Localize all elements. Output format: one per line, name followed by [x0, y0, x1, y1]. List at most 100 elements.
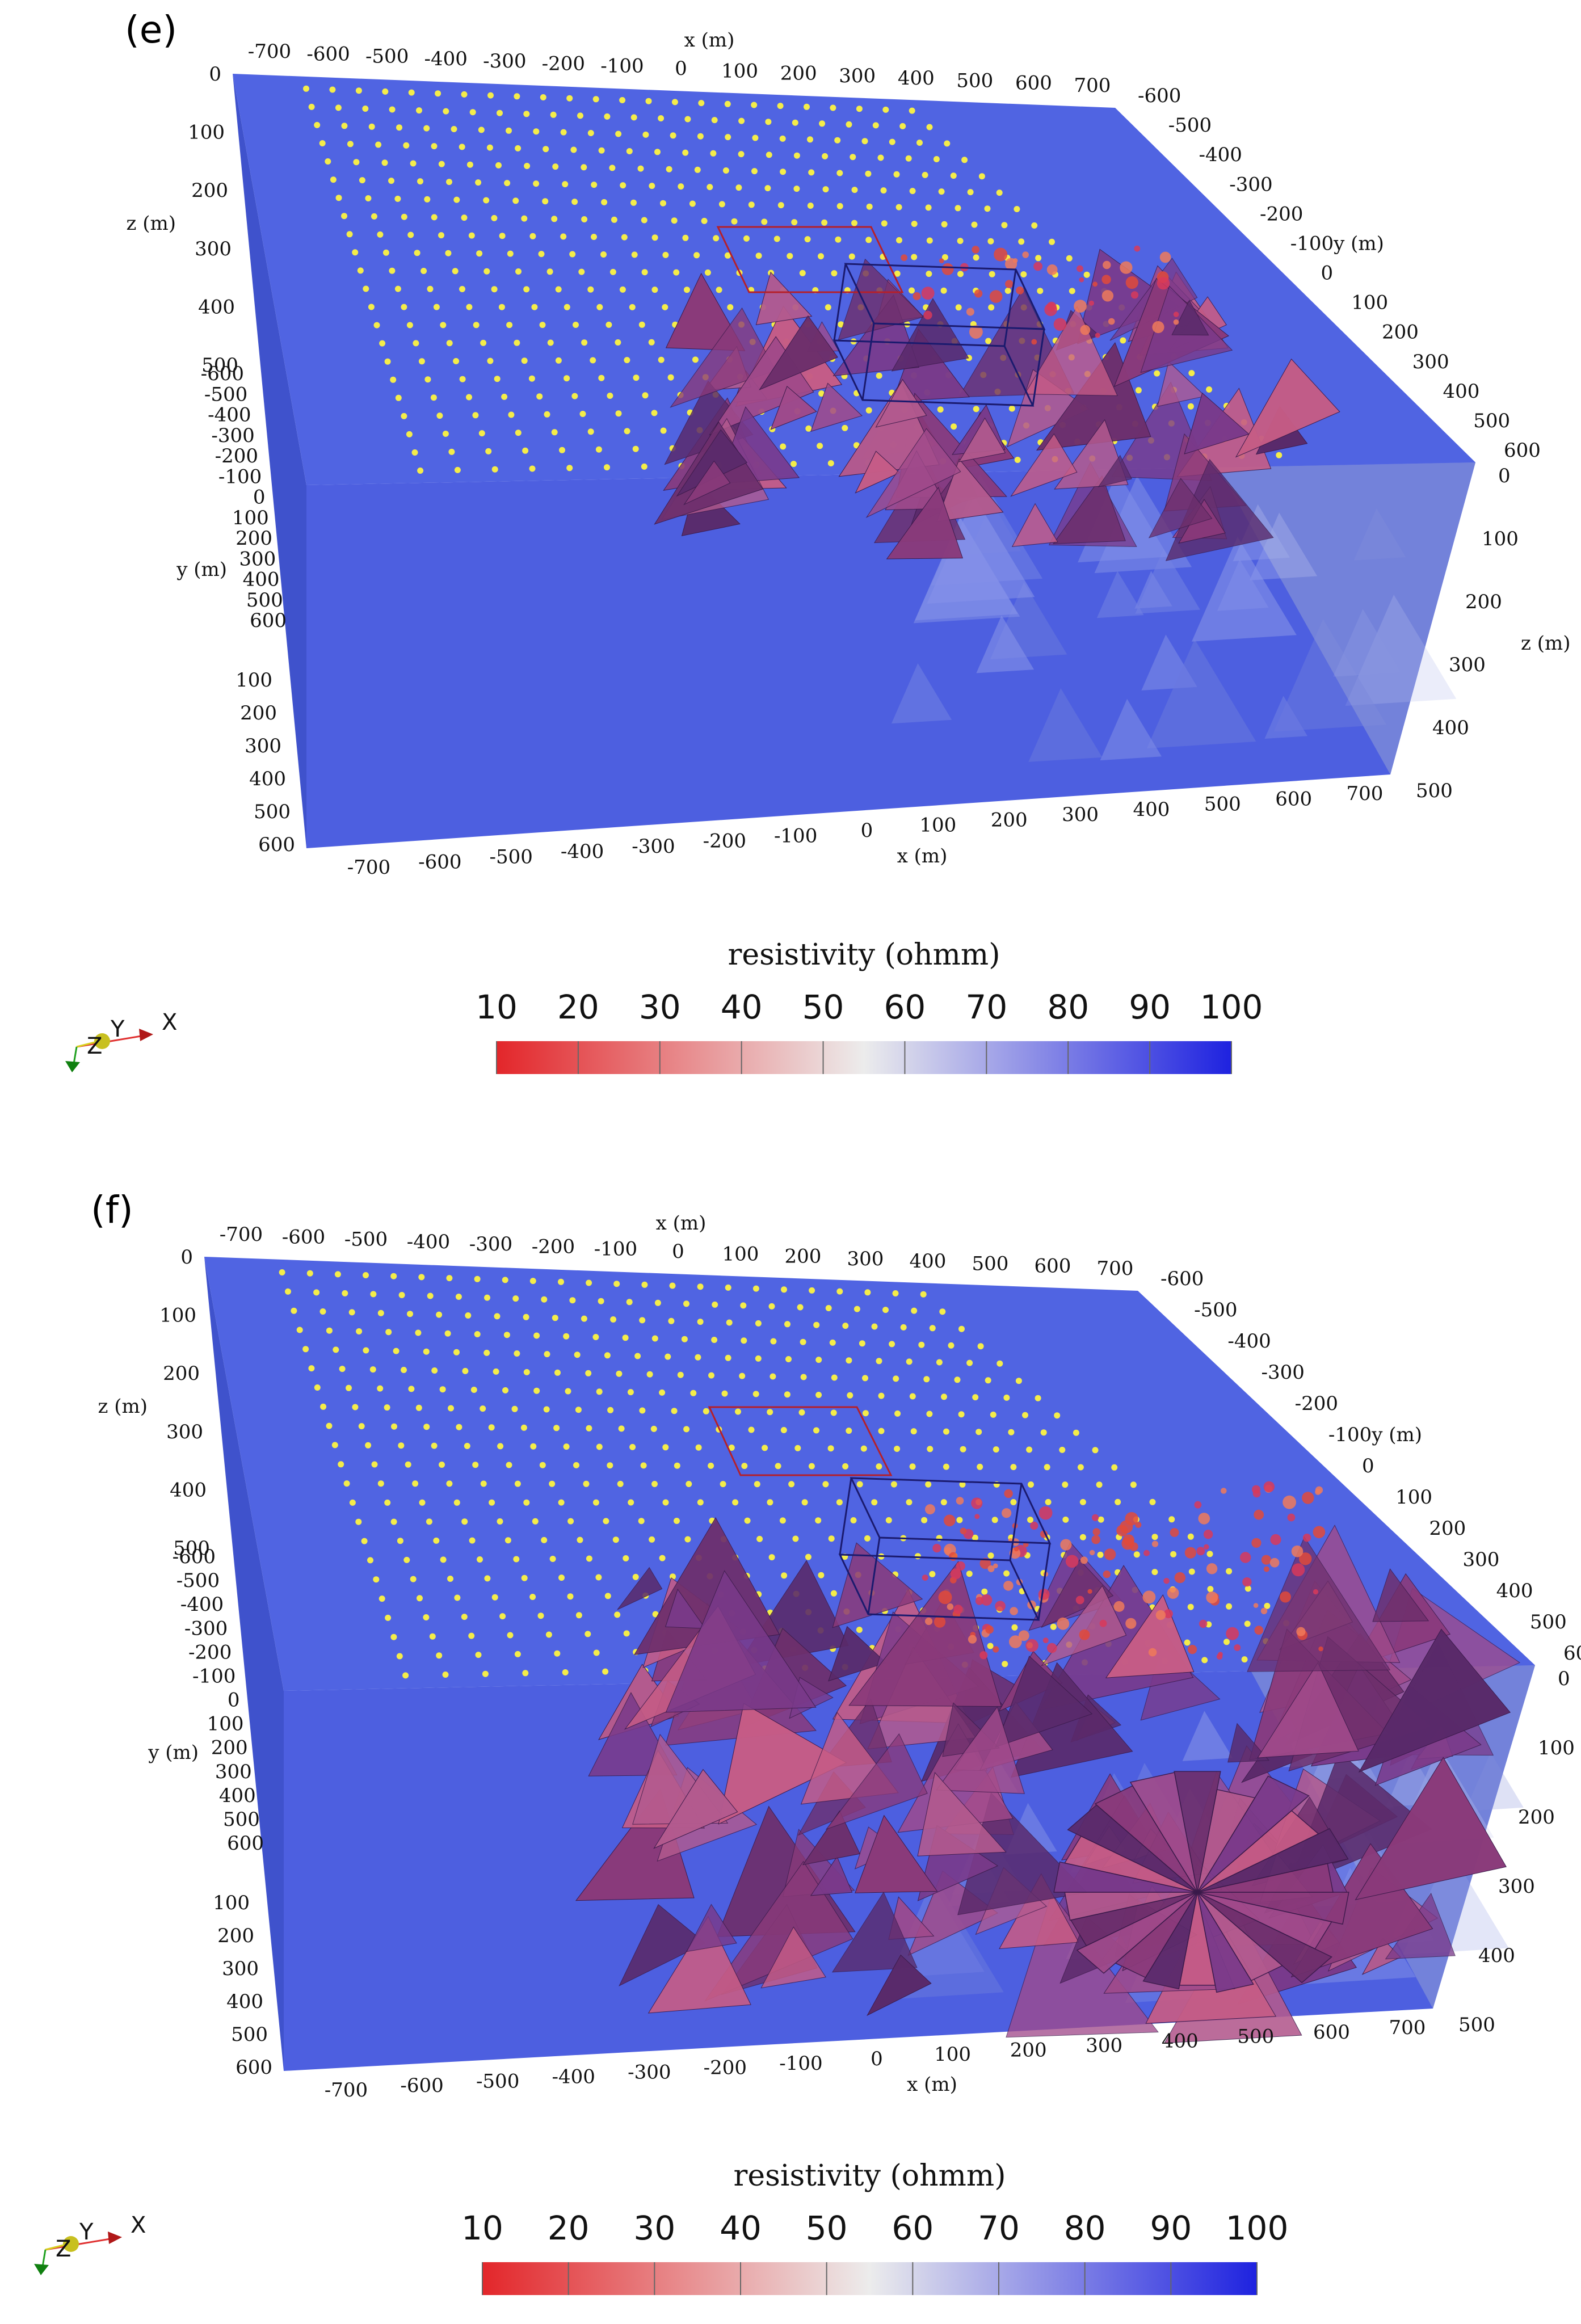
electrode-dot — [960, 1446, 966, 1452]
electrode-dot — [695, 1444, 702, 1451]
electrode-dot — [601, 199, 608, 205]
electrode-dot — [468, 1632, 475, 1639]
electrode-dot — [846, 121, 852, 128]
volume-facet — [1192, 537, 1297, 642]
electrode-dot — [390, 1273, 397, 1279]
z-tick-front: 100 — [213, 1892, 250, 1914]
speckle — [901, 254, 907, 262]
electrode-dot — [514, 1651, 521, 1657]
speckle — [1226, 1627, 1239, 1640]
electrode-dot — [830, 1409, 837, 1416]
electrode-dot — [984, 205, 991, 212]
volume-facet — [1100, 698, 1162, 761]
electrode-dot — [727, 304, 734, 310]
anomaly-facet — [1011, 503, 1058, 547]
electrode-dot — [507, 250, 514, 257]
anomaly-facet — [665, 1570, 817, 1713]
electrode-dot — [889, 1341, 895, 1348]
electrode-dot — [822, 1481, 829, 1488]
x-axis-label-top: x (m) — [684, 29, 735, 52]
electrode-dot — [1079, 1534, 1086, 1540]
speckle — [1025, 1639, 1038, 1652]
volume-facet — [891, 663, 952, 724]
electrode-dot — [549, 1480, 556, 1487]
electrode-dot — [522, 447, 529, 454]
x-tick-bottom: -400 — [552, 2065, 595, 2088]
electrode-dot — [710, 150, 717, 157]
x-tick-bottom: 700 — [1389, 2016, 1426, 2039]
electrode-dot — [333, 1346, 339, 1353]
electrode-dot — [856, 106, 863, 112]
y-tick-left: 500 — [246, 589, 283, 612]
electrode-dot — [620, 182, 626, 189]
electrode-dot — [735, 1408, 741, 1415]
x-tick-top: 700 — [1097, 1257, 1134, 1280]
electrode-dot — [741, 1337, 747, 1344]
electrode-dot — [302, 1346, 309, 1353]
electrode-dot — [689, 200, 696, 207]
x-tick-bottom: 600 — [1275, 788, 1312, 810]
z-tick-left: 300 — [195, 238, 232, 260]
electrode-dot — [514, 339, 520, 346]
speckle — [925, 1617, 933, 1626]
electrode-dot — [977, 1463, 983, 1470]
y-tick-left: -400 — [180, 1593, 224, 1616]
electrode-dot — [564, 375, 570, 382]
speckle — [1221, 1488, 1227, 1494]
speckle — [1263, 1566, 1269, 1572]
electrode-dot — [1028, 1481, 1034, 1488]
electrode-dot — [813, 1427, 819, 1434]
electrode-dot — [607, 1462, 613, 1469]
z-tick-right: 200 — [1465, 591, 1502, 613]
electrode-dot — [453, 1349, 460, 1355]
electrode-dot — [472, 1462, 479, 1468]
electrode-dot — [697, 133, 704, 140]
electrode-dot — [440, 1556, 447, 1563]
low-resistivity-speckles — [901, 245, 1179, 345]
x-tick-top: -700 — [220, 1223, 263, 1246]
speckle — [960, 1527, 967, 1535]
electrode-dot — [815, 1517, 822, 1524]
x-tick-top: 300 — [847, 1248, 884, 1270]
front-face — [306, 462, 1475, 848]
anomaly-facet — [718, 1703, 847, 1825]
electrode-dot — [615, 339, 621, 346]
electrode-dot — [581, 164, 587, 171]
electrode-dot — [805, 1553, 811, 1560]
y-tick-left: -400 — [208, 404, 251, 427]
electrode-dot — [1244, 1620, 1251, 1627]
speckle — [1103, 260, 1111, 270]
electrode-dot — [385, 1614, 392, 1621]
volume-facet — [1250, 512, 1318, 580]
electrode-dot — [478, 127, 485, 133]
speckle — [1173, 311, 1179, 317]
electrode-dot — [611, 216, 617, 223]
electrode-dot — [609, 165, 616, 171]
speckle — [1302, 1534, 1311, 1542]
y-tick-left: 500 — [223, 1808, 260, 1831]
electrode-dot — [377, 1480, 384, 1487]
speckle — [953, 1605, 963, 1614]
electrode-dot — [566, 95, 573, 102]
electrode-dot — [418, 1274, 425, 1281]
electrode-dot — [359, 177, 365, 184]
y-tick-left: 600 — [250, 609, 287, 632]
electrode-dot — [1014, 206, 1020, 212]
anomaly-facet — [936, 458, 1004, 523]
volume-facet — [1028, 688, 1103, 762]
electrode-dot — [822, 186, 829, 193]
electrode-dot — [768, 1303, 775, 1310]
electrode-dot — [551, 216, 558, 222]
electrode-dot — [603, 1518, 609, 1525]
x-tick-top: 400 — [898, 67, 935, 90]
electrode-dot — [497, 1518, 503, 1525]
electrode-dot — [436, 1311, 443, 1318]
electrode-dot — [800, 1374, 807, 1380]
electrode-dot — [909, 107, 915, 114]
electrode-dot — [708, 1372, 714, 1379]
speckle — [1079, 1629, 1090, 1640]
electrode-dot — [497, 1443, 504, 1450]
electrode-dot — [766, 151, 772, 158]
electrode-dot — [892, 1290, 899, 1296]
electrode-dot — [638, 1518, 645, 1525]
